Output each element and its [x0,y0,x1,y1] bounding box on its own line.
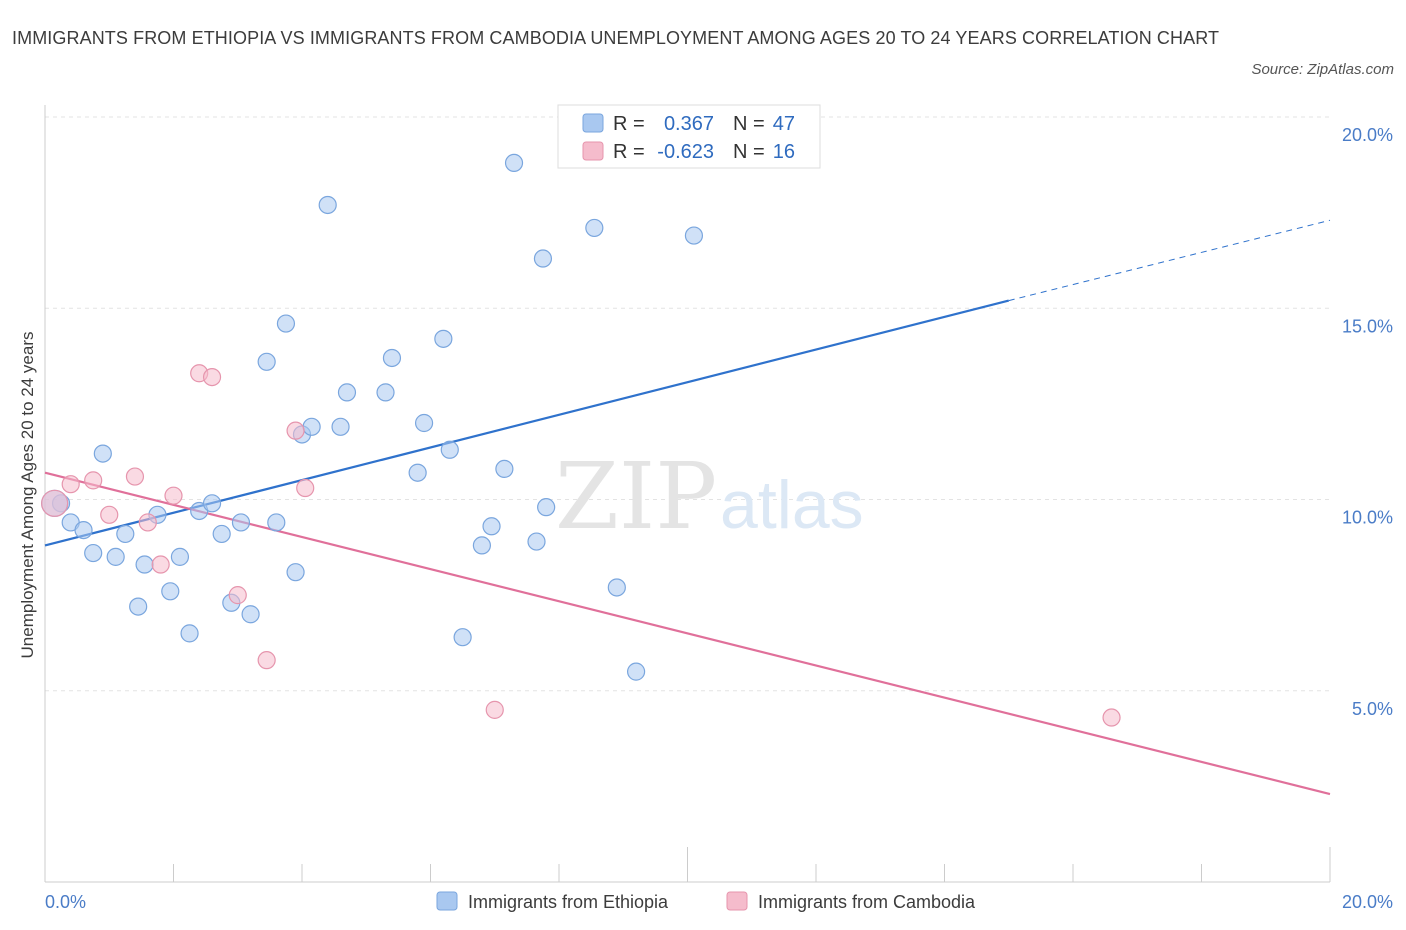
y-axis-title: Unemployment Among Ages 20 to 24 years [18,332,37,659]
point-0-4 [93,444,112,463]
point-0-41 [533,249,553,268]
point-0-2 [74,520,93,540]
point-1-2 [84,471,103,490]
point-1-0 [41,489,69,517]
point-1-10 [228,586,247,605]
point-1-6 [151,555,170,574]
watermark-atlas: atlas [720,467,864,543]
point-1-7 [164,486,183,505]
point-0-22 [286,563,305,582]
stats-n-label-cambodia: N = [733,141,765,163]
point-0-33 [440,440,459,459]
point-0-5 [106,547,125,566]
stats-n-value-ethiopia: 47 [773,113,795,135]
point-0-6 [116,524,135,544]
y-tick-label-0: 5.0% [1352,699,1393,719]
point-0-37 [495,459,514,478]
x-tick-label-min: 0.0% [45,892,86,912]
point-0-28 [376,383,395,402]
point-0-44 [626,662,646,681]
point-0-39 [527,532,546,551]
point-0-24 [302,417,321,436]
legend-label-ethiopia: Immigrants from Ethiopia [468,892,669,912]
point-1-1 [61,475,80,494]
y-tick-label-2: 15.0% [1342,316,1393,336]
point-0-25 [318,195,337,215]
point-0-10 [161,582,180,601]
watermark: ZIP atlas [555,443,864,550]
stats-r-label-ethiopia: R = [613,113,645,135]
point-0-32 [434,329,453,348]
point-1-5 [138,513,157,532]
stats-n-value-cambodia: 16 [773,141,795,163]
point-0-35 [472,536,491,555]
stats-n-label-ethiopia: N = [733,113,765,135]
point-0-26 [331,417,350,436]
point-1-3 [100,505,119,524]
watermark-zip: ZIP [555,443,717,550]
point-0-31 [414,413,434,433]
point-1-14 [485,700,504,719]
point-0-12 [180,624,199,643]
axes [44,105,1331,883]
point-0-43 [607,578,626,597]
point-0-36 [482,517,501,536]
point-1-15 [1102,708,1121,727]
legend-label-cambodia: Immigrants from Cambodia [758,892,976,912]
point-0-20 [267,513,286,532]
point-0-38 [504,153,524,172]
point-1-11 [257,651,276,670]
trend-line-1 [44,471,1331,796]
point-0-45 [684,226,704,245]
point-0-18 [241,605,260,624]
point-1-4 [125,467,145,486]
point-0-29 [382,348,402,368]
stats-r-value-ethiopia: 0.367 [664,113,714,135]
legend-swatch-cambodia [726,891,748,911]
point-0-30 [408,463,427,482]
point-0-27 [337,383,357,402]
point-0-7 [129,597,148,616]
point-0-11 [170,547,190,566]
point-0-17 [231,513,251,532]
chart-title: IMMIGRANTS FROM ETHIOPIA VS IMMIGRANTS F… [12,28,1220,48]
point-0-8 [135,555,154,574]
point-1-9 [202,368,222,387]
point-0-34 [453,628,472,647]
point-0-14 [202,494,222,513]
x-tick-label-max: 20.0% [1342,892,1393,912]
y-tick-labels: 5.0% 10.0% 15.0% 20.0% [1342,125,1393,719]
point-0-21 [276,314,296,333]
legend: Immigrants from Ethiopia Immigrants from… [436,891,976,912]
y-tick-label-1: 10.0% [1342,508,1393,528]
stats-box: R = 0.367 N = 47 R = -0.623 N = 16 [557,104,821,169]
stats-r-value-cambodia: -0.623 [657,141,714,163]
point-0-40 [537,498,556,517]
point-0-15 [212,524,231,544]
stats-swatch-cambodia [582,141,604,161]
y-tick-label-3: 20.0% [1342,125,1393,145]
point-0-3 [84,543,103,563]
point-1-13 [296,478,315,498]
legend-swatch-ethiopia [436,891,458,911]
data-points [41,153,1121,727]
stats-swatch-ethiopia [582,113,604,133]
trend-line-extension-0 [1008,219,1331,302]
stats-r-label-cambodia: R = [613,141,645,163]
point-1-12 [286,421,305,440]
point-0-42 [585,218,604,238]
point-0-19 [257,352,276,371]
source-label: Source: ZipAtlas.com [1251,61,1394,78]
